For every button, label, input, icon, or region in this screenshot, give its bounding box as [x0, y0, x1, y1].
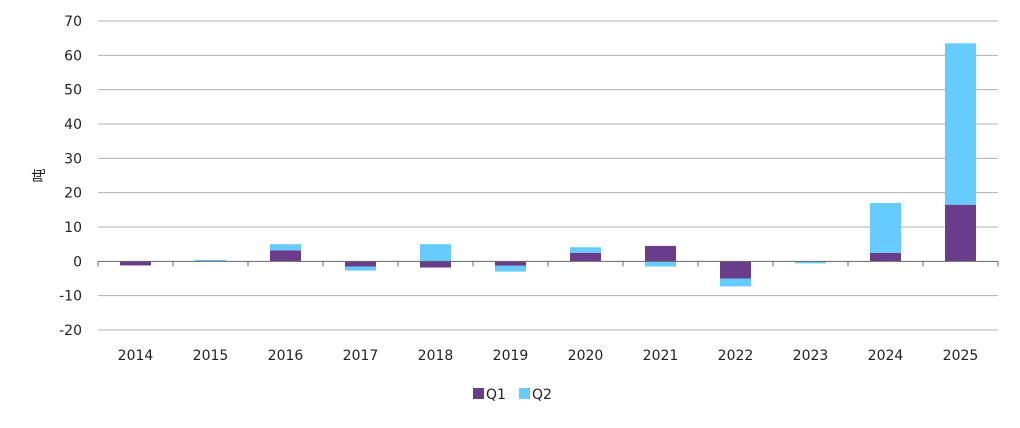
- bar-q2-2025: [945, 43, 976, 205]
- bar-q2-2022: [720, 278, 751, 287]
- bar-q1-2025: [945, 204, 976, 262]
- bar-q2-2016: [270, 244, 301, 251]
- y-tick-label: 10: [64, 220, 82, 236]
- x-tick-label: 2014: [118, 348, 154, 364]
- bar-q1-2021: [645, 245, 676, 262]
- y-tick-label: 30: [64, 151, 82, 167]
- bar-q2-2018: [420, 244, 451, 262]
- legend-swatch-q1: [473, 388, 484, 399]
- x-tick-label: 2018: [418, 348, 454, 364]
- bar-q1-2018: [420, 261, 451, 268]
- x-tick-label: 2025: [943, 348, 979, 364]
- bar-q2-2017: [345, 266, 376, 271]
- bar-q2-2023: [795, 261, 826, 264]
- bar-q1-2020: [570, 252, 601, 262]
- x-tick-label: 2024: [868, 348, 904, 364]
- x-tick-label: 2015: [193, 348, 229, 364]
- legend-label-q1: Q1: [486, 387, 506, 403]
- y-tick-label: -20: [59, 323, 82, 339]
- y-axis-title: 吨: [32, 169, 48, 183]
- x-tick-label: 2021: [643, 348, 679, 364]
- bar-q1-2014: [120, 261, 151, 266]
- x-tick-label: 2022: [718, 348, 754, 364]
- x-tick-label: 2023: [793, 348, 829, 364]
- y-tick-label: -10: [59, 289, 82, 305]
- y-tick-label: 70: [64, 14, 82, 30]
- bar-q1-2016: [270, 250, 301, 262]
- bar-q1-2017: [345, 261, 376, 267]
- bar-q2-2021: [645, 261, 676, 267]
- bar-q2-2019: [495, 265, 526, 272]
- legend: Q1 Q2: [473, 387, 552, 403]
- bar-q1-2024: [870, 252, 901, 262]
- gridlines: [98, 20, 998, 331]
- legend-label-q2: Q2: [532, 387, 552, 403]
- y-tick-label: 60: [64, 48, 82, 64]
- y-tick-label: 50: [64, 83, 82, 99]
- axes: -20 -10 0 10 20 30 40 50 60 70 2014 2015 2016 2017 201…: [59, 14, 999, 364]
- bar-q2-2015: [195, 259, 226, 262]
- bar-q1-2019: [495, 261, 526, 266]
- x-tick-label: 2017: [343, 348, 379, 364]
- bar-q2-2020: [570, 247, 601, 253]
- legend-swatch-q2: [519, 388, 530, 399]
- x-tick-label: 2019: [493, 348, 529, 364]
- bar-q1-2022: [720, 261, 751, 279]
- y-tick-label: 20: [64, 186, 82, 202]
- bar-q2-2024: [870, 202, 901, 253]
- x-tick-label: 2016: [268, 348, 304, 364]
- bars: [120, 43, 976, 287]
- x-tick-label: 2020: [568, 348, 604, 364]
- y-tick-label: 0: [73, 254, 82, 270]
- y-tick-label: 40: [64, 117, 82, 133]
